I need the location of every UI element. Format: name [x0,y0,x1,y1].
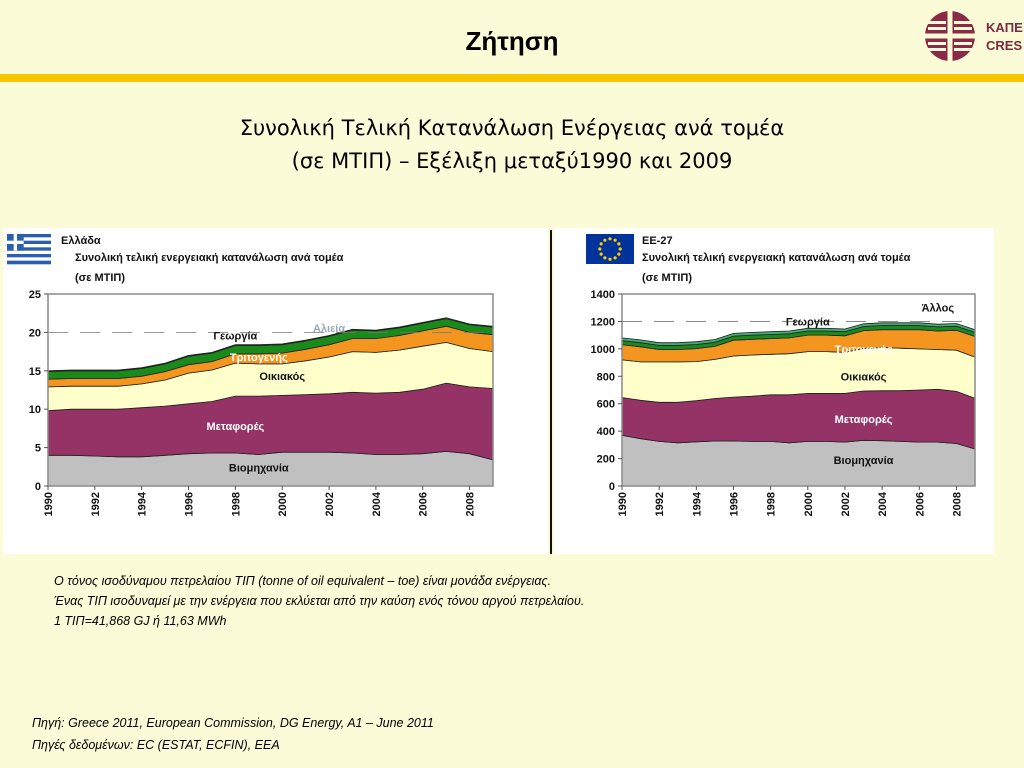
source-line: Πηγή: Greece 2011, European Commission, … [32,716,434,730]
x-tick-label: 1998 [230,492,242,516]
x-tick-label: 2002 [840,492,852,516]
y-tick-label: 1000 [591,344,615,356]
x-tick-label: 2002 [324,492,336,516]
flag-star [617,252,621,256]
y-tick-label: 5 [35,443,41,455]
flag-star [608,257,612,261]
x-tick-label: 2008 [465,492,477,516]
series-label: Οικιακός [259,371,305,383]
y-tick-label: 800 [597,371,615,383]
flag-star [613,238,617,242]
x-tick-label: 1992 [654,492,666,516]
chart-title: Συνολική τελική ενεργειακή κατανάλωση αν… [75,252,344,264]
logo-text-kape: ΚΑΠΕ [986,20,1023,35]
note-line: 1 ΤΙΠ=41,868 GJ ή 11,63 MWh [54,614,227,628]
x-tick-label: 1996 [728,492,740,516]
cres-logo: ΚΑΠΕ CRES [924,10,1024,66]
y-tick-label: 1200 [591,316,615,328]
flag-star [603,256,607,260]
y-tick-label: 20 [29,327,41,339]
x-tick-label: 1990 [43,492,55,516]
y-tick-label: 0 [35,481,41,493]
series-label: Άλλος [922,303,955,315]
flag-star [618,247,622,251]
note-line: Ένας ΤΙΠ ισοδυναμεί με την ενέργεια που … [54,594,585,608]
flag-star [613,256,617,260]
flag-star [598,247,602,251]
y-tick-label: 200 [597,454,615,466]
x-tick-label: 2006 [418,492,430,516]
x-tick-label: 1998 [766,492,778,516]
series-label: Γεωργία [213,330,257,342]
source-note: Πηγή: Greece 2011, European Commission, … [32,712,434,756]
series-label: Οικιακός [841,371,887,383]
x-tick-label: 1990 [617,492,629,516]
series-label: Τριτογενής [230,352,288,364]
x-tick-label: 1994 [137,491,149,516]
chart-region-label: ΕΕ-27 [642,235,673,247]
x-tick-label: 2004 [877,491,889,516]
chart-divider [550,230,552,554]
logo-text-cres: CRES [986,38,1023,53]
flag-stripe [7,234,51,238]
flag-stripe [7,257,51,261]
eu-flag-icon [586,234,634,264]
x-tick-label: 2000 [277,492,289,516]
x-tick-label: 2004 [371,491,383,516]
eu-chart: ΕΕ-27 Συνολική τελική ενεργειακή κατανάλω… [586,234,976,516]
flag-stripe [7,250,51,255]
flag-stripe [7,244,51,248]
greece-flag-icon [7,234,51,265]
series-label: Βιομηχανία [834,455,894,467]
slide-title: Συνολική Τελική Κατανάλωση Ενέργειας ανά… [0,112,1024,178]
y-tick-label: 15 [29,366,41,378]
flag-star [617,242,621,246]
y-tick-label: 600 [597,399,615,411]
series-label: Γεωργία [786,316,830,328]
series-label: Μεταφορές [835,414,893,426]
x-tick-label: 2000 [803,492,815,516]
flag-stripe [7,247,51,251]
chart-panel-greece: Ελλάδα Συνολική τελική ενεργειακή κατανάλ… [3,228,548,554]
y-tick-label: 25 [29,289,41,301]
plot-border [621,293,976,487]
flag-stripe [7,237,51,241]
note-line: Ο τόνος ισοδύναμου πετρελαίου ΤΙΠ (tonne… [54,574,552,588]
flag-star [608,237,612,241]
x-tick-label: 1994 [691,491,703,516]
x-tick-label: 1992 [90,492,102,516]
chart-panel-eu: ΕΕ-27 Συνολική τελική ενεργειακή κατανάλω… [554,228,994,554]
chart-subtitle: (σε ΜΤΙΠ) [642,272,692,284]
y-tick-label: 1400 [591,289,615,301]
chart-region-label: Ελλάδα [61,235,101,247]
flag-stripe [7,240,51,245]
x-tick-label: 1996 [184,492,196,516]
flag-star [599,242,603,246]
header-divider-bar [0,74,1024,82]
greece-chart: Ελλάδα Συνολική τελική ενεργειακή κατανάλ… [7,234,494,516]
y-tick-label: 10 [29,404,41,416]
plot-border [47,293,494,487]
flag-star [603,238,607,242]
x-tick-label: 2006 [914,492,926,516]
flag-stripe [7,254,51,258]
slide-title-line2: (σε ΜΤΙΠ) – Εξέλιξη μεταξύ1990 και 2009 [291,149,733,173]
series-label: Βιομηχανία [229,463,289,475]
y-tick-label: 0 [609,481,615,493]
flag-stripe [7,260,51,265]
page-title: Ζήτηση [465,26,559,56]
y-tick-label: 400 [597,426,615,438]
chart-title: Συνολική τελική ενεργειακή κατανάλωση αν… [642,252,911,264]
flag-cross [7,240,24,244]
series-label: Αλιεία [313,323,345,335]
series-label: Τριτογενής [835,344,893,356]
toe-note: Ο τόνος ισοδύναμου πετρελαίου ΤΙΠ (tonne… [54,571,584,631]
source-line: Πηγές δεδομένων: EC (ESTAT, ECFIN), EEA [32,738,280,752]
x-tick-label: 2008 [951,492,963,516]
series-label: Μεταφορές [206,421,264,433]
flag-star [599,252,603,256]
cres-logo-icon [924,10,976,62]
slide-title-line1: Συνολική Τελική Κατανάλωση Ενέργειας ανά… [239,116,785,140]
chart-subtitle: (σε ΜΤΙΠ) [75,272,125,284]
